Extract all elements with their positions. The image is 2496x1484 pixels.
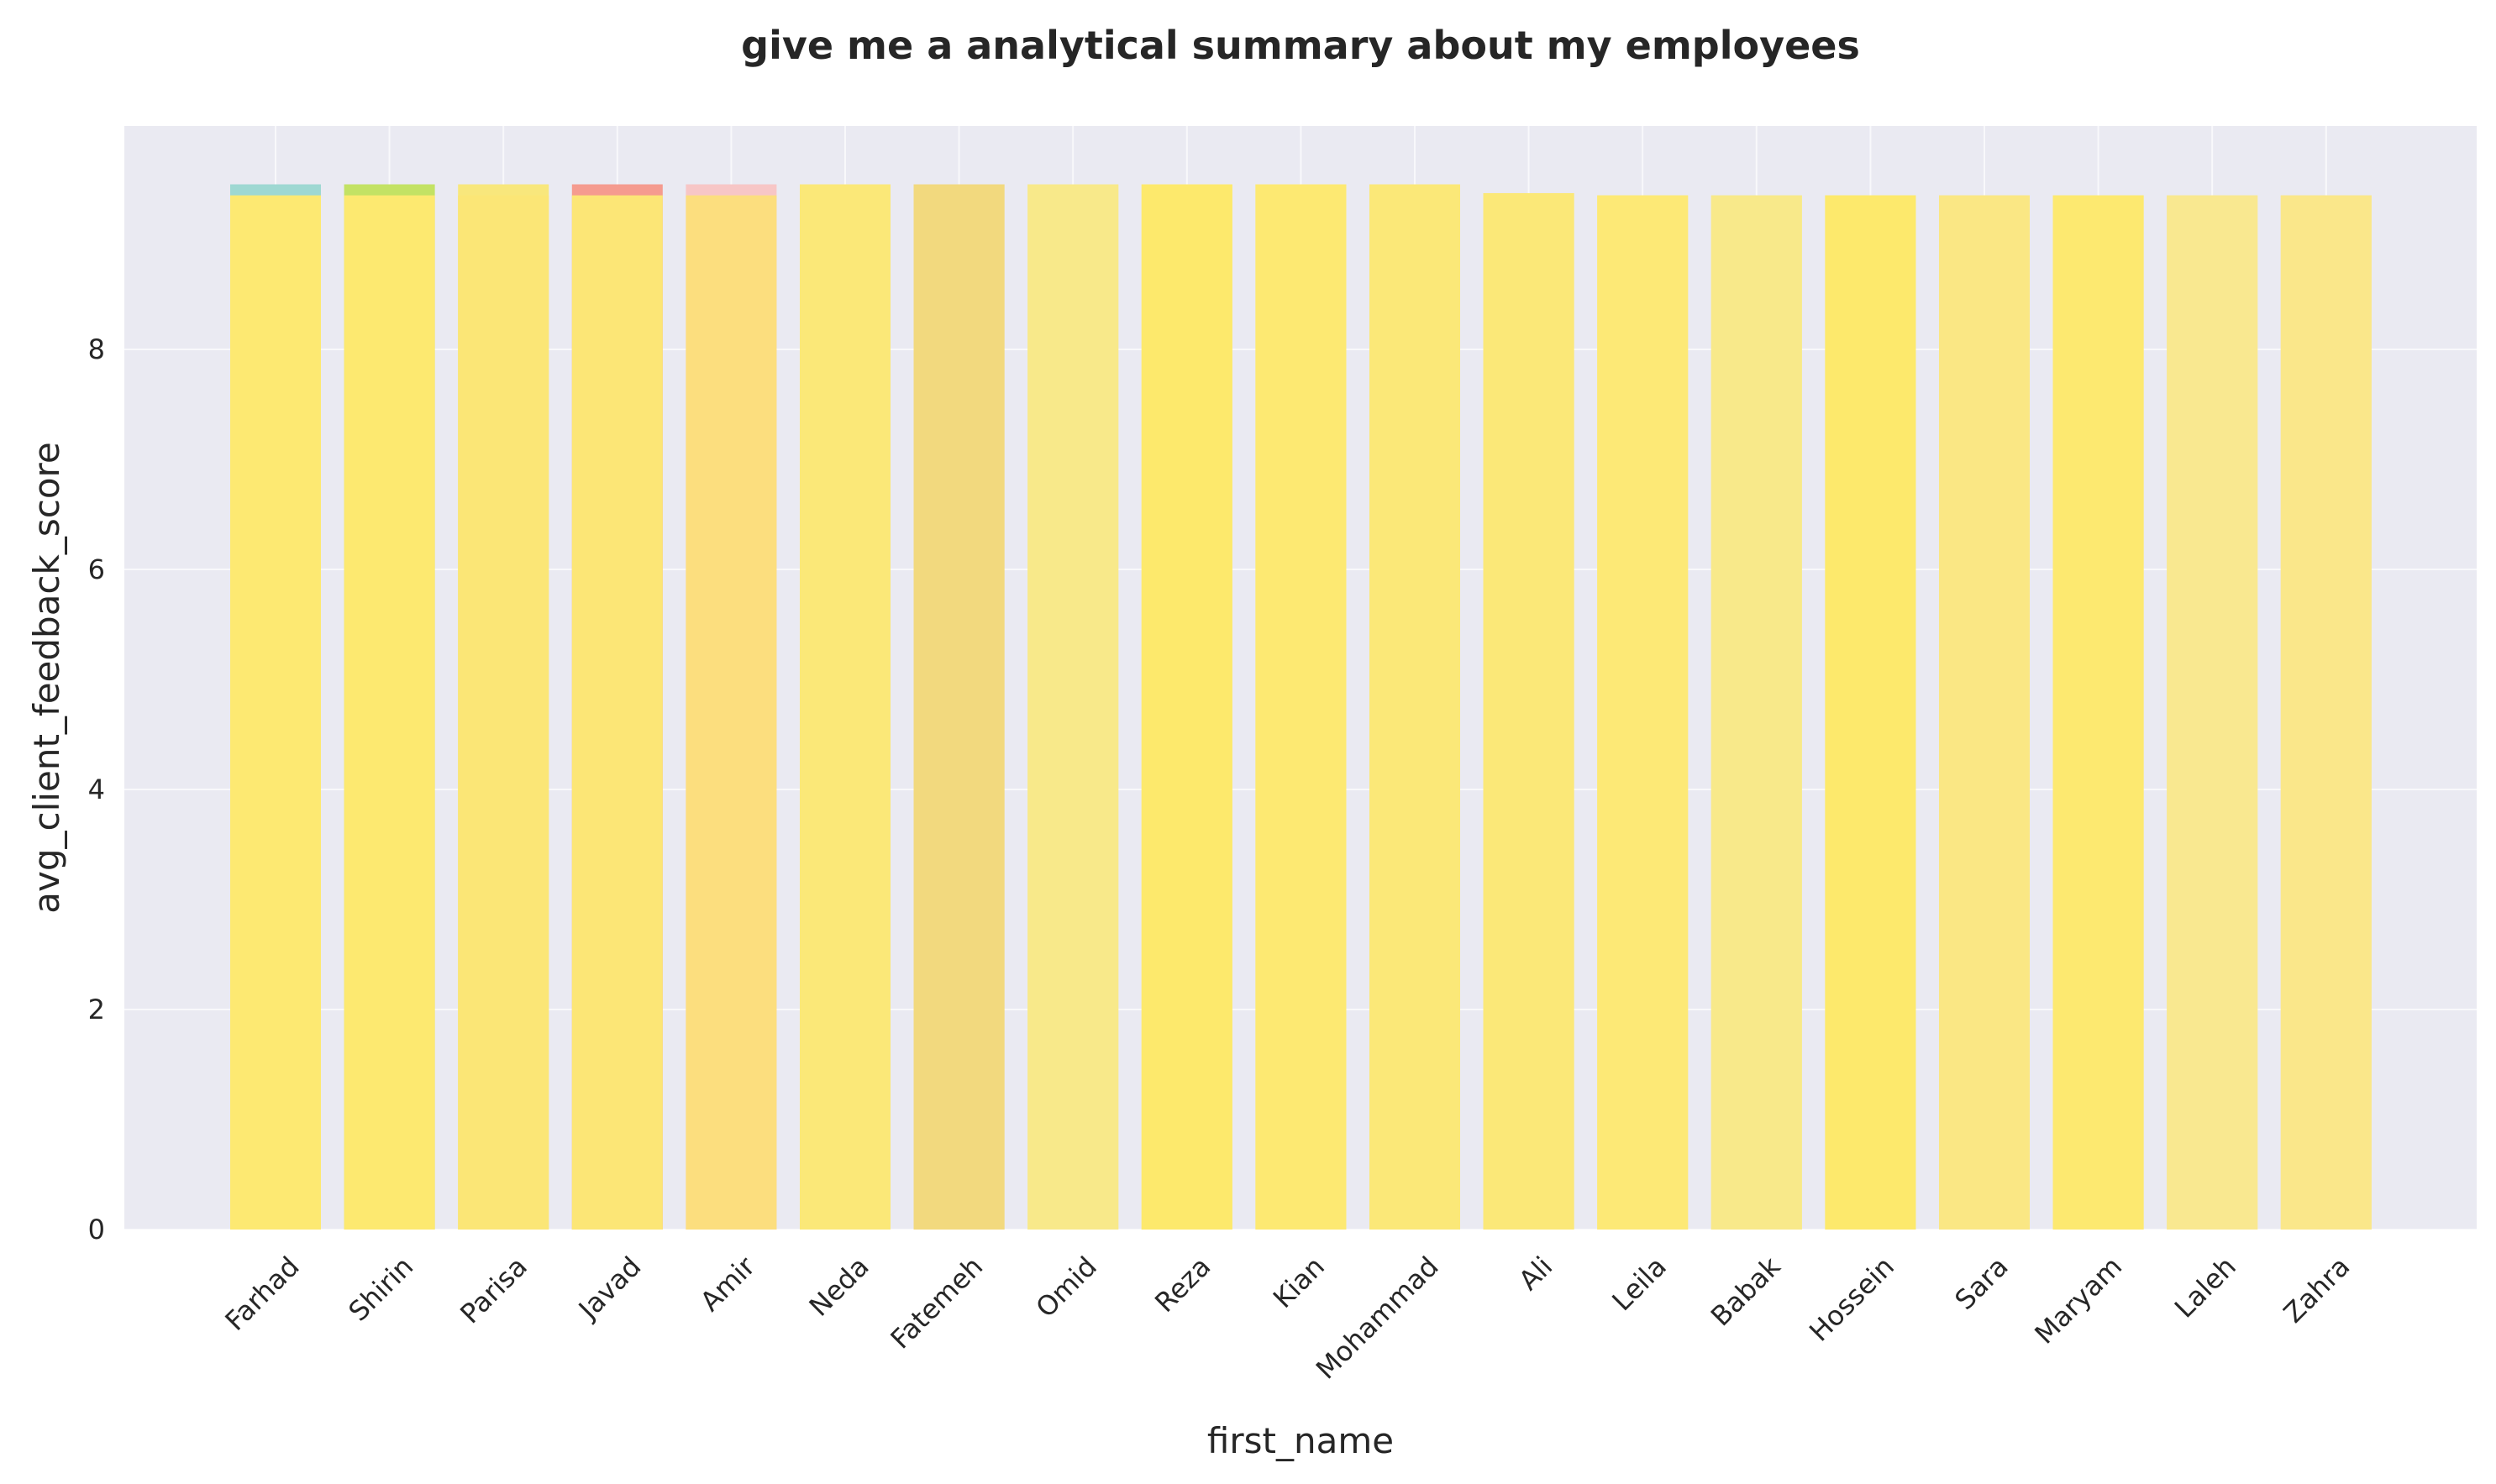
- bar-zahra-overlay: [2280, 195, 2372, 1230]
- x-tick-label: Sara: [1948, 1251, 2014, 1316]
- bar-mohammad-overlay: [1369, 184, 1460, 1230]
- x-axis-label: first_name: [1207, 1420, 1394, 1461]
- x-tick-label: Fatemeh: [884, 1251, 989, 1356]
- bar-neda-overlay: [800, 184, 891, 1230]
- x-tick-label: Mohammad: [1310, 1251, 1445, 1386]
- bar-omid-overlay: [1027, 184, 1119, 1230]
- y-tick-labels: 0 2 4 6 8: [88, 333, 105, 1245]
- x-tick-label: Amir: [694, 1250, 762, 1318]
- x-tick-label: Maryam: [2028, 1251, 2128, 1350]
- bar-ali-overlay: [1483, 192, 1574, 1230]
- x-tick-label: Kian: [1267, 1251, 1331, 1314]
- x-tick-label: Hossein: [1803, 1251, 1900, 1348]
- x-tick-label: Parisa: [454, 1251, 533, 1330]
- x-tick-label: Zahra: [2278, 1251, 2357, 1329]
- bar-fatemeh-overlay: [913, 184, 1005, 1230]
- y-tick-label: 8: [88, 333, 105, 365]
- x-tick-label: Omid: [1029, 1251, 1102, 1324]
- bar-leila-overlay: [1597, 195, 1689, 1230]
- y-tick-label: 2: [88, 994, 105, 1025]
- x-tick-label: Ali: [1512, 1251, 1558, 1297]
- bar-amir-overlay: [686, 195, 777, 1230]
- x-tick-label: Shirin: [342, 1251, 419, 1328]
- bar-babak-overlay: [1710, 195, 1802, 1230]
- y-tick-label: 4: [88, 773, 105, 805]
- x-tick-label: Babak: [1705, 1250, 1787, 1332]
- x-tick-labels: Farhad Shirin Parisa Javad Amir Neda Fatemeh Om…: [219, 1250, 2357, 1385]
- bars: [230, 184, 2372, 1230]
- bar-maryam-overlay: [2052, 195, 2144, 1230]
- bar-parisa-overlay: [458, 195, 549, 1230]
- bar-hossein-overlay: [1825, 195, 1916, 1230]
- x-tick-label: Javad: [571, 1251, 647, 1326]
- bar-shirin-overlay: [344, 195, 435, 1230]
- bar-sara-overlay: [1939, 195, 2030, 1230]
- bar-laleh-overlay: [2167, 195, 2258, 1230]
- bar-reza-overlay: [1141, 184, 1232, 1230]
- x-tick-label: Farhad: [219, 1251, 306, 1337]
- x-tick-label: Laleh: [2168, 1251, 2242, 1324]
- x-tick-label: Reza: [1148, 1251, 1216, 1319]
- y-axis-label: avg_client_feedback_score: [26, 442, 67, 913]
- x-tick-label: Leila: [1605, 1251, 1672, 1317]
- x-tick-label: Neda: [803, 1251, 875, 1323]
- bar-kian-overlay: [1255, 184, 1347, 1230]
- y-tick-label: 6: [88, 553, 105, 585]
- chart-title: give me a analytical summary about my em…: [741, 23, 1860, 68]
- bar-javad-overlay: [571, 195, 663, 1230]
- y-tick-label: 0: [88, 1214, 105, 1245]
- bar-farhad-overlay: [230, 195, 321, 1230]
